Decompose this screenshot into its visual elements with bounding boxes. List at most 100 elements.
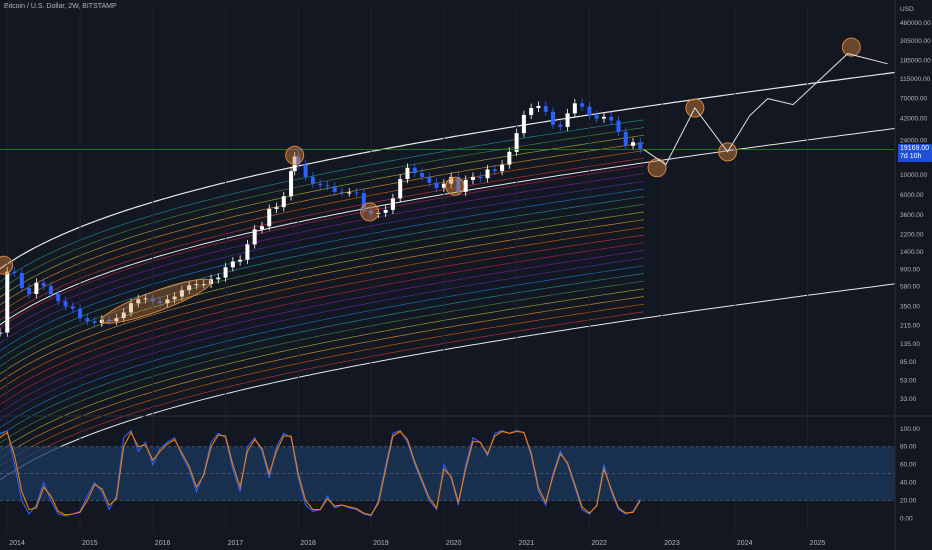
stoch-d-line — [0, 430, 641, 516]
y-tick-label: 33.00 — [900, 396, 917, 403]
y-tick-label: 900.00 — [900, 266, 920, 273]
candle-body — [361, 193, 366, 211]
candle-body — [107, 319, 112, 322]
candle-body — [70, 306, 75, 309]
annotations — [0, 37, 888, 324]
candle-body — [347, 192, 352, 194]
y-tick-label: 185000.00 — [900, 57, 931, 64]
band-line — [0, 303, 645, 467]
y-tick-label: 135.00 — [900, 341, 920, 348]
candle-body — [339, 191, 344, 193]
candle-body — [267, 208, 272, 227]
x-tick-label: 2014 — [9, 540, 25, 547]
osc-tick-label: 60.00 — [900, 462, 917, 469]
y-tick-label: 215.00 — [900, 323, 920, 330]
x-tick-label: 2024 — [737, 540, 753, 547]
candle-body — [12, 271, 17, 274]
band-line — [0, 119, 645, 283]
band-line — [0, 227, 645, 390]
candle-body — [274, 207, 279, 209]
x-tick-label: 2019 — [373, 540, 389, 547]
candle-body — [19, 273, 24, 289]
y-tick-label: 3600.00 — [900, 212, 924, 219]
band-line — [0, 219, 645, 382]
band-line — [0, 288, 645, 452]
highlight-circle — [360, 202, 380, 222]
y-tick-label: 480000.00 — [900, 20, 931, 27]
osc-tick-label: 0.00 — [900, 516, 913, 523]
candle-body — [303, 164, 308, 177]
x-tick-label: 2016 — [155, 540, 171, 547]
band-line — [0, 165, 645, 329]
grid — [6, 5, 809, 532]
highlight-circle — [647, 158, 667, 178]
candle-body — [580, 103, 585, 107]
y-tick-label: 2200.00 — [900, 231, 924, 238]
y-tick-label: 53.00 — [900, 378, 917, 385]
candle-body — [354, 192, 359, 194]
candle-body — [609, 116, 614, 121]
band-line — [0, 150, 645, 313]
candle-body — [259, 226, 264, 230]
band-line — [0, 257, 645, 421]
candle-body — [310, 176, 315, 184]
candle-body — [223, 267, 228, 278]
candle-body — [529, 108, 534, 116]
candle-body — [500, 164, 505, 172]
candle-body — [587, 106, 592, 116]
candle-body — [56, 294, 61, 302]
candle-body — [463, 179, 468, 192]
candle-body — [318, 183, 323, 186]
band-line — [0, 311, 645, 475]
candle-body — [420, 172, 425, 177]
candle-body — [390, 198, 395, 210]
mid-envelope — [0, 128, 896, 326]
candle-body — [412, 167, 417, 173]
x-tick-label: 2022 — [591, 540, 607, 547]
stochastic-pane — [0, 429, 895, 517]
candle-body — [172, 296, 177, 300]
candle-body — [638, 142, 643, 150]
candle-body — [478, 176, 483, 179]
osc-tick-label: 40.00 — [900, 480, 917, 487]
band-line — [0, 280, 645, 444]
candle-body — [383, 209, 388, 213]
candle-body — [514, 133, 519, 152]
candle-body — [27, 288, 32, 295]
candle-body — [441, 183, 446, 188]
candle-body — [114, 318, 119, 322]
candle-body — [48, 285, 53, 295]
band-line — [0, 203, 645, 367]
candle-body — [252, 229, 257, 245]
candle-body — [470, 176, 475, 180]
candle-body — [601, 116, 606, 119]
candle-body — [245, 244, 250, 260]
candle-body — [485, 169, 490, 179]
osc-tick-label: 100.00 — [900, 426, 920, 433]
y-tick-label: 6000.00 — [900, 192, 924, 199]
osc-tick-label: 20.00 — [900, 498, 917, 505]
candle-body — [165, 299, 170, 304]
candle-body — [572, 103, 577, 114]
candle-body — [143, 298, 148, 300]
band-line — [0, 188, 645, 352]
currency-label: USD — [900, 6, 914, 13]
x-tick-label: 2020 — [446, 540, 462, 547]
band-line — [0, 173, 645, 336]
band-line — [0, 265, 645, 428]
band-line — [0, 273, 645, 436]
price-series — [0, 98, 895, 337]
highlight-circle — [0, 255, 14, 275]
bar-countdown: 7d 10h — [900, 153, 922, 161]
candle-body — [121, 312, 126, 319]
candle-body — [536, 105, 541, 109]
y-tick-label: 70000.00 — [900, 96, 927, 103]
candle-body — [216, 277, 221, 280]
chart-header: Bitcoin / U.S. Dollar, 2W, BITSTAMP — [4, 3, 117, 10]
candle-body — [201, 284, 206, 286]
candle-body — [405, 167, 410, 180]
band-line — [0, 142, 645, 306]
